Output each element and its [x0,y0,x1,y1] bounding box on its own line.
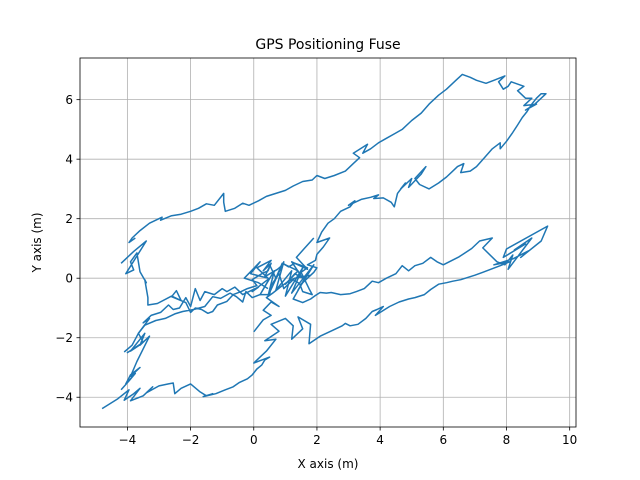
y-tick-label: 0 [65,272,73,286]
y-tick-label: 4 [65,153,73,167]
x-tick-label: 10 [562,433,577,447]
trajectory-line-1 [101,225,549,410]
x-tick-label: 8 [503,433,511,447]
x-ticks: −4 −2 0 2 4 6 8 10 [119,427,577,447]
x-axis-title: X axis (m) [298,457,359,471]
y-tick-label: −2 [55,331,73,345]
series-layer [101,73,549,410]
x-tick-label: 0 [250,433,258,447]
x-tick-label: 6 [439,433,447,447]
trajectory-line-3 [128,73,547,333]
trajectory-line-2 [120,240,313,353]
x-tick-label: −4 [119,433,137,447]
y-tick-label: 2 [65,212,73,226]
y-ticks: −4 −2 0 2 4 6 [55,93,80,405]
y-axis-title: Y axis (m) [30,212,44,273]
x-tick-label: 4 [376,433,384,447]
chart-title: GPS Positioning Fuse [255,37,400,53]
x-tick-label: −2 [182,433,200,447]
x-tick-label: 2 [313,433,321,447]
y-tick-label: −4 [55,391,73,405]
plot-frame [79,57,577,428]
trajectory-line-4 [243,237,315,290]
y-tick-label: 6 [65,93,73,107]
